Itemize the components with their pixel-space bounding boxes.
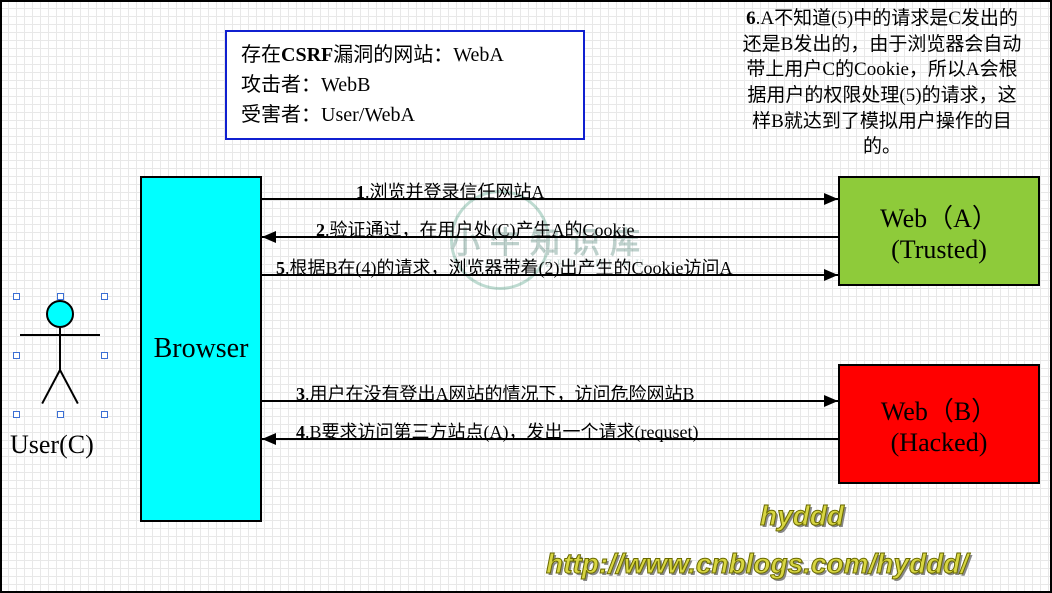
arrow-head-a4 [262, 433, 276, 445]
selection-handle [13, 411, 20, 418]
node-web-a: Web（A） (Trusted) [838, 176, 1040, 286]
info-line1: 存在CSRF漏洞的网站：WebA [241, 40, 569, 70]
node-browser: Browser [140, 176, 262, 522]
selection-handle [101, 293, 108, 300]
node-web-b-line2: (Hacked) [881, 428, 997, 458]
arrow-head-a5 [824, 269, 838, 281]
arrow-label-a3: 3.用户在没有登出A网站的情况下，访问危险网站B [296, 380, 695, 406]
info-box: 存在CSRF漏洞的网站：WebA 攻击者：WebB 受害者：User/WebA [225, 30, 585, 140]
credit-name: hyddd [760, 500, 844, 532]
info-line3: 受害者：User/WebA [241, 100, 569, 130]
arrow-head-a1 [824, 193, 838, 205]
arrow-head-a2 [262, 231, 276, 243]
arrow-head-a3 [824, 395, 838, 407]
info-line2: 攻击者：WebB [241, 70, 569, 100]
node-web-a-line2: (Trusted) [880, 235, 998, 265]
node-browser-label: Browser [154, 333, 249, 365]
arrow-label-a1: 1.浏览并登录信任网站A [356, 178, 545, 204]
arrow-label-a5: 5.根据B在(4)的请求，浏览器带着(2)出产生的Cookie访问A [276, 254, 732, 280]
arrow-label-a4: 4.B要求访问第三方站点(A)，发出一个请求(requset) [296, 418, 698, 444]
user-stick-figure [44, 300, 76, 370]
arrow-label-a2: 2.验证通过，在用户处(C)产生A的Cookie [316, 216, 635, 242]
node-web-b-line1: Web（B） [881, 391, 997, 428]
node-web-b: Web（B） (Hacked) [838, 364, 1040, 484]
selection-handle [13, 352, 20, 359]
selection-handle [57, 411, 64, 418]
selection-handle [13, 293, 20, 300]
user-label: User(C) [10, 430, 94, 460]
selection-handle [57, 293, 64, 300]
selection-handle [101, 352, 108, 359]
selection-handle [101, 411, 108, 418]
node-web-a-line1: Web（A） [880, 198, 998, 235]
note-6: 6.A不知道(5)中的请求是C发出的还是B发出的，由于浏览器会自动带上用户C的C… [742, 6, 1022, 160]
arrow-a1 [262, 198, 838, 200]
credit-url: http://www.cnblogs.com/hyddd/ [546, 548, 968, 580]
